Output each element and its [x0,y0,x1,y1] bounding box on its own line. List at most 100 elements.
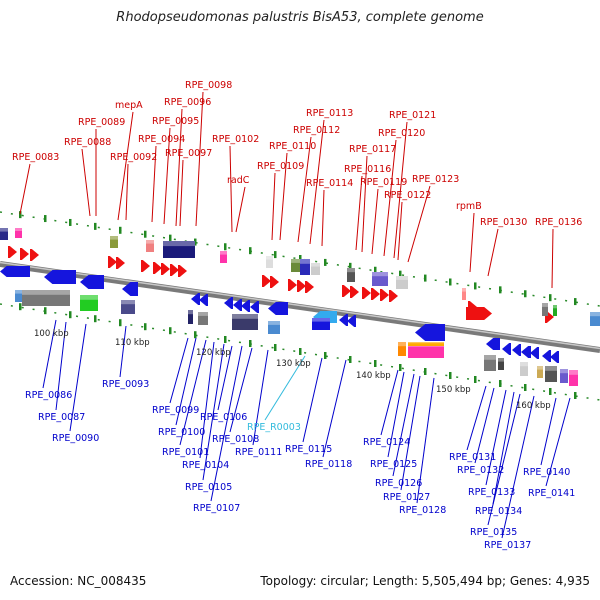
gene-label-reverse: RPE_0106 [200,412,247,423]
gene-label-line [321,189,325,247]
gene-feature-shine [80,295,98,300]
scale-tick [224,336,227,343]
scale-tick [524,290,527,298]
gene-label-line [393,121,408,259]
gene-label-line [466,385,487,451]
gene-arrow-forward [178,265,187,277]
scale-tick [144,323,147,331]
gene-label-forward: RPE_0089 [78,117,125,128]
gene-arrow-forward [466,307,492,320]
gene-label-line [125,163,129,221]
scale-label: 130 kbp [276,359,311,369]
gene-arrow-forward [161,263,170,275]
gene-feature-box [520,362,528,376]
gene-label-forward: RPE_0097 [165,148,212,159]
gene-label-reverse: RPE_0140 [523,467,570,478]
scale-ticks [19,211,577,399]
gene-feature-box [542,303,548,316]
scale-tick [169,234,172,242]
gene-feature-shine [268,321,280,325]
scale-tick [69,218,72,226]
gene-label-line [42,319,57,389]
gene-feature-box [232,314,258,330]
gene-label-line [202,343,225,481]
gene-label-line [540,397,557,466]
scale-tick [474,282,477,290]
gene-label-reverse: RPE_0125 [370,459,417,470]
gene-label-reverse: RPE_0087 [38,412,85,423]
scale-tick [119,319,122,327]
gene-feature-box [569,370,578,386]
gene-feature-box [484,355,496,371]
gene-label-forward: RPE_0096 [164,97,211,108]
gene-arrow-forward [342,285,351,297]
gene-feature-shine [163,241,195,247]
gene-feature-box [560,369,568,383]
gene-feature-box [110,236,118,248]
gene-label-line [151,145,157,223]
gene-arrow-forward [362,287,371,299]
gene-feature-shine [520,362,528,367]
gene-feature-shine [560,369,568,374]
scale-tick [424,368,427,375]
gene-label-reverse: RPE_0124 [363,437,410,448]
gene-feature-box [347,268,355,282]
gene-arrow-reverse [486,338,500,350]
gene-feature-box [590,312,600,326]
gene-label-forward: RPE_0083 [12,152,59,163]
gene-arrow-reverse [550,351,559,363]
scale-tick [69,311,72,319]
scale-tick [374,266,377,274]
scale-label: 150 kbp [436,385,471,395]
scale-tick [249,247,252,255]
topology-text: Topology: circular; Length: 5,505,494 bp… [260,574,590,588]
scale-tick [119,226,122,234]
gene-feature-box [398,342,406,356]
gene-label-line [179,159,184,227]
gene-label-forward: RPE_0095 [152,116,199,127]
gene-label-line [179,339,207,446]
scale-tick [399,364,402,371]
gene-label-line [81,148,91,217]
scale-tick [549,388,552,395]
scale-tick [324,258,327,266]
gene-feature-shine [110,236,118,240]
gene-feature-shine [300,259,310,264]
gene-label-forward: RPE_0110 [269,141,316,152]
gene-label-forward: RPE_0116 [344,164,391,175]
gene-arrow-reverse [250,301,259,313]
gene-label-forward: RPE_0117 [349,144,396,155]
gene-labels: RPE_0083 RPE_0088 RPE_0089 mepA RPE_0092 RPE_… [12,80,582,551]
gene-arrow-forward [288,279,297,291]
scale-tick [349,356,352,363]
gene-feature-box [545,366,557,382]
gene-label-line [545,397,571,487]
gene-label-forward: radC [227,175,250,186]
gene-arrow-forward [297,280,306,292]
gene-label-line [297,136,312,243]
scale-tick [19,211,22,219]
gene-label-line [195,91,204,227]
gene-feature-box [22,290,70,306]
gene-feature-box [188,310,193,324]
accession-text: Accession: NC_008435 [10,574,147,588]
gene-label-reverse: RPE_0128 [399,505,446,516]
gene-label-forward: RPE_0094 [138,134,185,145]
gene-label-reverse: RPE_0107 [193,503,240,514]
gene-arrow-forward [20,248,29,260]
gene-feature-shine [484,355,496,360]
gene-label-forward: rpmB [456,201,482,212]
scale-tick [194,238,197,246]
gene-label-forward: RPE_0113 [306,108,353,119]
gene-arrow-forward [30,249,39,261]
gene-feature-shine [266,256,273,260]
gene-features [0,228,600,386]
gene-label-line [163,127,171,225]
scale-label: 100 kbp [34,329,69,339]
gene-label-forward: RPE_0119 [360,177,407,188]
gene-label-forward: RPE_0092 [110,152,157,163]
scale-tick [274,251,277,259]
gene-feature-shine [372,272,388,277]
gene-label-reverse: RPE_0137 [484,540,531,551]
gene-feature-box [121,300,135,314]
